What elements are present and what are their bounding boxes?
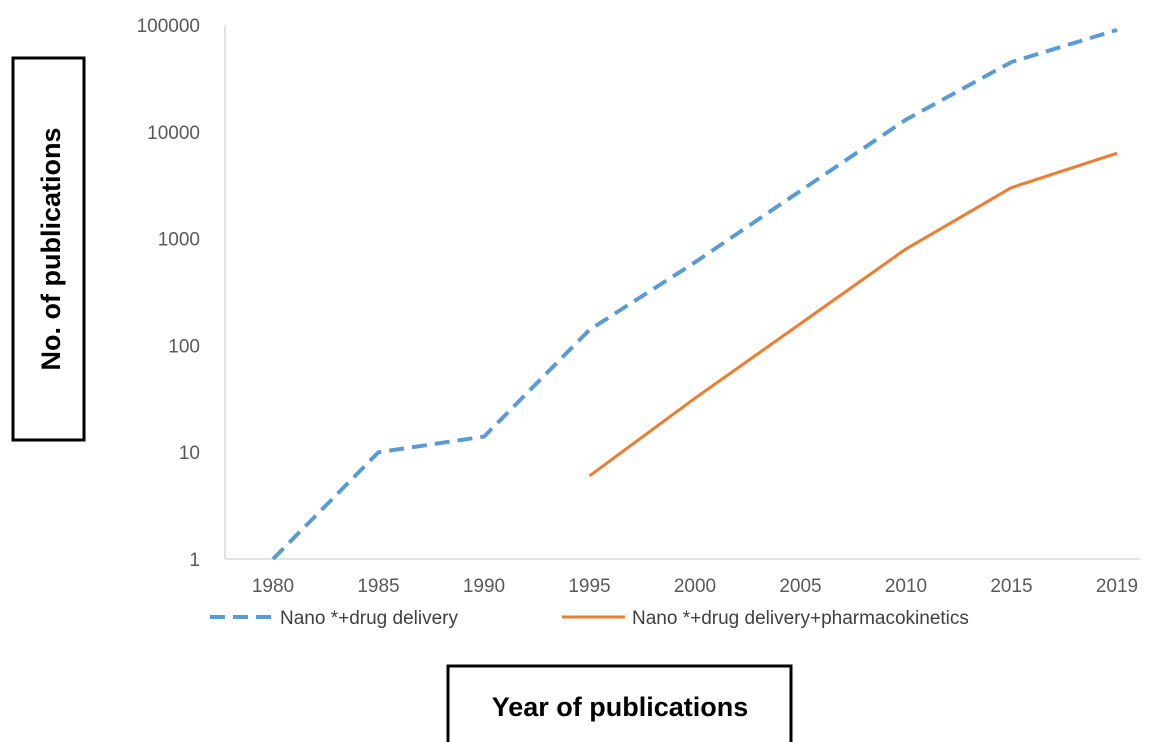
x-tick-label: 2005: [779, 576, 821, 597]
x-tick-labels: 1980 1985 1990 1995 2000 2005 2010 2015 2019: [252, 576, 1138, 597]
legend-label-series-2: Nano *+drug delivery+pharmacokinetics: [632, 608, 969, 629]
x-tick-label: 1980: [252, 576, 294, 597]
x-tick-label: 2015: [990, 576, 1032, 597]
x-axis-title-box: Year of publications: [446, 664, 793, 742]
x-tick-label: 1990: [463, 576, 505, 597]
y-axis-title: No. of publications: [36, 128, 66, 371]
y-tick-label: 10000: [147, 123, 200, 144]
x-axis-title: Year of publications: [492, 692, 749, 722]
y-tick-label: 100000: [137, 16, 200, 37]
x-tick-label: 2000: [674, 576, 716, 597]
legend: Nano *+drug delivery Nano *+drug deliver…: [210, 608, 969, 629]
y-tick-label: 10: [179, 443, 200, 464]
series-line-1: [271, 27, 1118, 561]
x-tick-label: 1985: [357, 576, 399, 597]
y-axis-title-box: No. of publications: [11, 56, 86, 442]
y-tick-label: 1: [189, 550, 200, 571]
y-tick-labels: 1 10 100 1000 10000 100000: [137, 16, 200, 571]
x-tick-label: 1995: [568, 576, 610, 597]
series-lines: [271, 27, 1118, 561]
x-tick-label: 2010: [885, 576, 927, 597]
x-tick-label: 2019: [1096, 576, 1138, 597]
series-line-2: [588, 151, 1118, 478]
y-tick-label: 1000: [158, 230, 200, 251]
legend-label-series-1: Nano *+drug delivery: [280, 608, 458, 629]
y-tick-label: 100: [168, 336, 200, 357]
